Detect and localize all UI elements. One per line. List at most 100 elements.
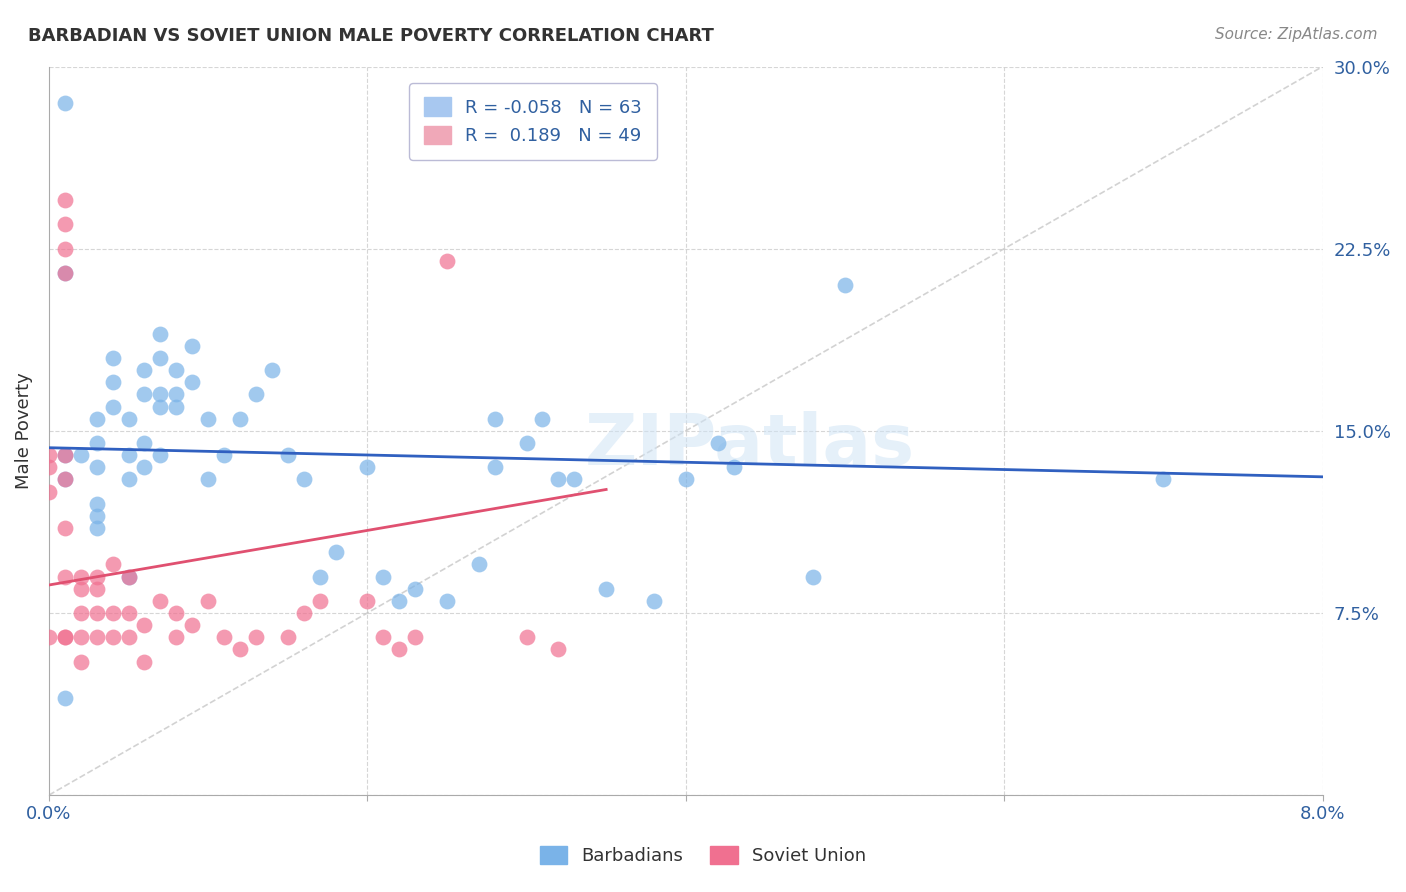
Point	[404, 630, 426, 644]
Point	[388, 594, 411, 608]
Point	[101, 630, 124, 644]
Point	[260, 363, 283, 377]
Point	[53, 569, 76, 583]
Point	[53, 242, 76, 256]
Point	[134, 460, 156, 475]
Point	[86, 630, 108, 644]
Point	[86, 582, 108, 596]
Point	[86, 460, 108, 475]
Point	[86, 508, 108, 523]
Point	[69, 655, 91, 669]
Point	[229, 411, 252, 425]
Point	[53, 472, 76, 486]
Point	[53, 521, 76, 535]
Point	[86, 436, 108, 450]
Point	[69, 569, 91, 583]
Point	[212, 630, 235, 644]
Point	[197, 472, 219, 486]
Text: Source: ZipAtlas.com: Source: ZipAtlas.com	[1215, 27, 1378, 42]
Point	[101, 351, 124, 365]
Point	[181, 339, 204, 353]
Legend: Barbadians, Soviet Union: Barbadians, Soviet Union	[531, 837, 875, 874]
Point	[117, 606, 139, 620]
Point	[117, 411, 139, 425]
Point	[86, 606, 108, 620]
Point	[134, 618, 156, 632]
Point	[69, 606, 91, 620]
Point	[595, 582, 617, 596]
Point	[149, 594, 172, 608]
Point	[69, 630, 91, 644]
Point	[101, 606, 124, 620]
Point	[308, 594, 330, 608]
Point	[643, 594, 665, 608]
Point	[834, 278, 856, 293]
Point	[53, 472, 76, 486]
Point	[388, 642, 411, 657]
Point	[165, 630, 187, 644]
Point	[292, 606, 315, 620]
Point	[149, 351, 172, 365]
Point	[38, 448, 60, 462]
Point	[38, 460, 60, 475]
Point	[149, 326, 172, 341]
Point	[134, 387, 156, 401]
Point	[229, 642, 252, 657]
Point	[86, 569, 108, 583]
Text: BARBADIAN VS SOVIET UNION MALE POVERTY CORRELATION CHART: BARBADIAN VS SOVIET UNION MALE POVERTY C…	[28, 27, 714, 45]
Point	[675, 472, 697, 486]
Point	[277, 448, 299, 462]
Point	[356, 594, 378, 608]
Point	[373, 630, 395, 644]
Point	[69, 448, 91, 462]
Point	[484, 411, 506, 425]
Point	[101, 400, 124, 414]
Point	[134, 363, 156, 377]
Point	[53, 193, 76, 207]
Point	[308, 569, 330, 583]
Point	[212, 448, 235, 462]
Point	[516, 630, 538, 644]
Point	[117, 472, 139, 486]
Point	[468, 558, 491, 572]
Point	[277, 630, 299, 644]
Point	[165, 606, 187, 620]
Point	[531, 411, 554, 425]
Point	[53, 266, 76, 280]
Point	[53, 630, 76, 644]
Point	[723, 460, 745, 475]
Point	[38, 484, 60, 499]
Point	[101, 376, 124, 390]
Point	[516, 436, 538, 450]
Point	[134, 655, 156, 669]
Point	[484, 460, 506, 475]
Legend: R = -0.058   N = 63, R =  0.189   N = 49: R = -0.058 N = 63, R = 0.189 N = 49	[409, 83, 657, 160]
Point	[86, 497, 108, 511]
Point	[86, 411, 108, 425]
Point	[53, 218, 76, 232]
Point	[134, 436, 156, 450]
Point	[117, 569, 139, 583]
Point	[53, 266, 76, 280]
Point	[165, 387, 187, 401]
Point	[38, 630, 60, 644]
Point	[117, 569, 139, 583]
Point	[165, 400, 187, 414]
Point	[325, 545, 347, 559]
Point	[53, 690, 76, 705]
Point	[373, 569, 395, 583]
Point	[149, 448, 172, 462]
Point	[117, 448, 139, 462]
Point	[547, 472, 569, 486]
Point	[1152, 472, 1174, 486]
Point	[292, 472, 315, 486]
Point	[53, 630, 76, 644]
Point	[181, 618, 204, 632]
Point	[562, 472, 585, 486]
Point	[404, 582, 426, 596]
Point	[547, 642, 569, 657]
Point	[801, 569, 824, 583]
Point	[101, 558, 124, 572]
Point	[356, 460, 378, 475]
Point	[69, 582, 91, 596]
